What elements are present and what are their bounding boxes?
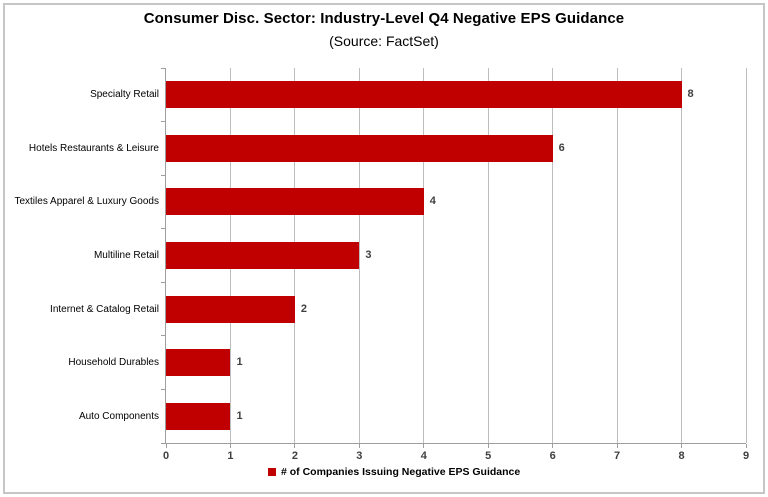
bar-value-label: 1 [236, 409, 243, 422]
x-axis-tick-label: 8 [678, 450, 685, 462]
bar-value-label: 6 [558, 141, 565, 154]
category-label: Multiline Retail [93, 249, 159, 261]
x-axis-tick [487, 444, 489, 448]
gridline [681, 68, 683, 443]
x-axis-tick-label: 9 [742, 450, 750, 462]
plot-area: 8 6 4 3 2 1 1 [165, 68, 747, 444]
bar [166, 134, 553, 162]
x-axis-tick [552, 444, 554, 448]
bar-value-label: 2 [300, 302, 307, 315]
gridline [487, 68, 489, 443]
category-axis: Specialty Retail Hotels Restaurants & Lei… [4, 68, 159, 443]
gridline [358, 68, 360, 443]
x-axis-tick [165, 444, 167, 448]
category-label: Textiles Apparel & Luxury Goods [14, 196, 159, 208]
y-axis-tick [161, 281, 165, 283]
bar [166, 242, 360, 269]
bar-value-label: 4 [429, 195, 436, 208]
x-axis-tick-label: 5 [485, 450, 492, 462]
chart-subtitle: (Source: FactSet) [329, 33, 439, 49]
y-axis-tick [161, 442, 165, 444]
bar-value-label: 1 [236, 356, 243, 369]
category-label: Specialty Retail [90, 89, 159, 101]
gridline [552, 68, 554, 443]
y-axis-tick [161, 388, 165, 390]
gridline [745, 68, 747, 443]
x-axis-tick [616, 444, 618, 448]
legend-label: # of Companies Issuing Negative EPS Guid… [281, 466, 521, 478]
category-label: Household Durables [68, 357, 159, 369]
x-axis-tick-label: 3 [356, 450, 363, 462]
x-axis-tick-label: 1 [227, 450, 234, 462]
bar [166, 188, 424, 216]
x-axis-tick-label: 7 [614, 450, 621, 462]
legend: # of Companies Issuing Negative EPS Guid… [268, 466, 520, 478]
legend-marker-icon [268, 468, 276, 476]
x-axis-tick-label: 6 [549, 450, 556, 462]
category-label: Auto Components [78, 410, 159, 422]
gridline [423, 68, 425, 443]
chart-title: Consumer Disc. Sector: Industry-Level Q4… [143, 10, 625, 27]
x-axis-tick-label: 2 [291, 450, 298, 462]
bar [166, 349, 231, 377]
x-axis-tick [423, 444, 425, 448]
y-axis-tick [161, 335, 165, 337]
bar [166, 81, 682, 109]
bar-value-label: 3 [365, 249, 372, 261]
gridline [616, 68, 618, 443]
y-axis-tick [161, 67, 165, 69]
y-axis-tick [161, 228, 165, 230]
category-label: Internet & Catalog Retail [50, 303, 159, 315]
bar-value-label: 8 [687, 88, 694, 101]
y-axis-tick [161, 174, 165, 176]
bar [166, 295, 295, 323]
category-label: Hotels Restaurants & Leisure [28, 142, 159, 154]
x-axis-tick [294, 444, 296, 448]
x-axis-tick [745, 444, 747, 448]
x-axis-tick-label: 0 [162, 450, 170, 462]
x-axis-tick [358, 444, 360, 448]
x-axis-tick [229, 444, 231, 448]
y-axis-tick [161, 121, 165, 123]
x-axis-tick [681, 444, 683, 448]
bar [166, 402, 231, 430]
x-axis-tick-label: 4 [420, 450, 427, 462]
